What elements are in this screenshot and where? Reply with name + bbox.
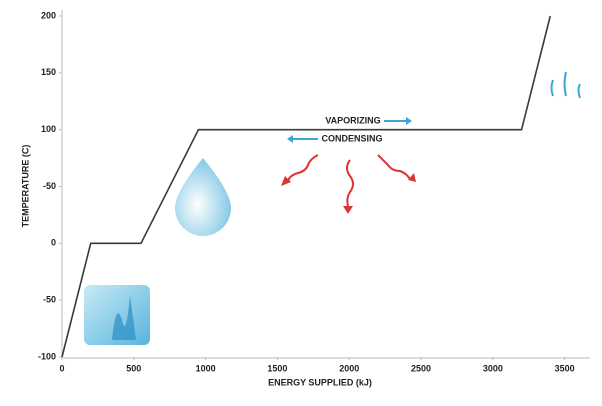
x-tick-label: 500 — [126, 363, 141, 373]
y-tick-label: 200 — [41, 10, 56, 20]
y-tick-label: -50 — [43, 295, 56, 305]
steam-icon — [550, 71, 581, 99]
arrow-head — [287, 135, 293, 143]
annotation: VAPORIZING — [325, 115, 380, 125]
x-tick-label: 1000 — [196, 363, 216, 373]
x-axis-label: ENERGY SUPPLIED (kJ) — [268, 377, 372, 387]
annotation: CONDENSING — [321, 133, 382, 143]
x-tick-label: 1500 — [267, 363, 287, 373]
x-tick-label: 3000 — [483, 363, 503, 373]
arrow-head — [406, 117, 412, 125]
x-tick-label: 3500 — [555, 363, 575, 373]
heating-curve — [61, 15, 552, 358]
y-tick-label: 0 — [51, 238, 56, 248]
y-tick-label: -50 — [43, 181, 56, 191]
x-tick-label: 2500 — [411, 363, 431, 373]
x-tick-label: 2000 — [339, 363, 359, 373]
ice-cube-icon — [84, 285, 150, 345]
water-drop-icon — [175, 158, 231, 236]
y-tick-label: -100 — [38, 351, 56, 361]
heat-arrows — [287, 154, 411, 207]
y-tick-label: 100 — [41, 124, 56, 134]
y-axis-label: TEMPERATURE (C) — [20, 145, 30, 228]
x-tick-label: 0 — [59, 363, 64, 373]
y-tick-label: 150 — [41, 67, 56, 77]
heat-arrow-heads — [281, 173, 416, 214]
